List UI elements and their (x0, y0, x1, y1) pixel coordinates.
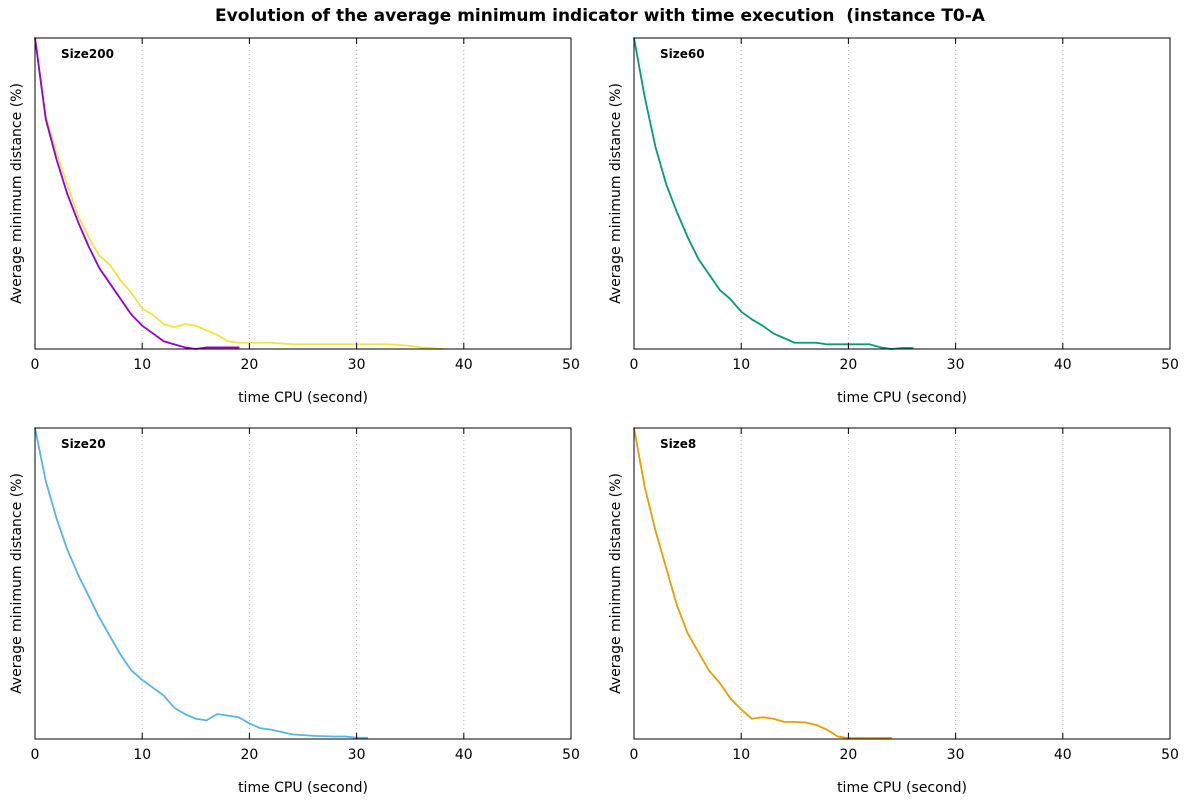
series-line-0 (34, 427, 369, 739)
x-tick-label: 30 (348, 747, 366, 763)
panel-label: Size8 (660, 437, 696, 451)
x-tick-label: 20 (839, 747, 857, 763)
plot-frame (633, 427, 1171, 740)
x-tick-label: 30 (348, 357, 366, 373)
plot-frame (34, 37, 572, 350)
chart-panel-3: 0 10 20 30 40 50 time CPU (second) Average mini… (608, 427, 1179, 796)
x-tick-label: 50 (562, 747, 580, 763)
x-tick-label: 30 (947, 357, 965, 373)
figure-title: Evolution of the average minimum indicat… (215, 6, 985, 26)
plot-frame (633, 37, 1171, 350)
series-line-1 (34, 37, 240, 350)
x-tick-label: 40 (455, 357, 473, 373)
plot-frame (34, 427, 572, 740)
panel-label: Size200 (61, 47, 114, 61)
chart-panel-1: 0 10 20 30 40 50 time CPU (second) Average mini… (608, 37, 1179, 406)
x-tick-label: 0 (31, 747, 40, 763)
y-axis-label: Average minimum distance (%) (608, 83, 624, 304)
x-tick-label: 50 (1161, 357, 1179, 373)
x-axis-label: time CPU (second) (238, 390, 368, 406)
x-tick-label: 0 (31, 357, 40, 373)
x-axis-label: time CPU (second) (238, 780, 368, 796)
series-line-0 (633, 37, 914, 350)
x-tick-label: 40 (1054, 747, 1072, 763)
x-tick-label: 10 (133, 357, 151, 373)
x-tick-label: 10 (732, 747, 750, 763)
x-tick-label: 40 (455, 747, 473, 763)
series-line-0 (34, 37, 444, 350)
x-tick-label: 20 (240, 357, 258, 373)
panel-label: Size60 (660, 47, 705, 61)
chart-panel-0: 0 10 20 30 40 50 time CPU (second) Average mini… (9, 37, 580, 406)
x-axis-label: time CPU (second) (837, 780, 967, 796)
x-tick-label: 10 (133, 747, 151, 763)
x-tick-label: 20 (240, 747, 258, 763)
x-tick-label: 0 (630, 747, 639, 763)
panel-label: Size20 (61, 437, 106, 451)
x-axis-label: time CPU (second) (837, 390, 967, 406)
x-tick-label: 0 (630, 357, 639, 373)
x-tick-label: 30 (947, 747, 965, 763)
x-tick-label: 40 (1054, 357, 1072, 373)
chart-panel-2: 0 10 20 30 40 50 time CPU (second) Average mini… (9, 427, 580, 796)
y-axis-label: Average minimum distance (%) (608, 473, 624, 694)
x-tick-label: 50 (562, 357, 580, 373)
y-axis-label: Average minimum distance (%) (9, 83, 25, 304)
x-tick-label: 20 (839, 357, 857, 373)
y-axis-label: Average minimum distance (%) (9, 473, 25, 694)
x-tick-label: 50 (1161, 747, 1179, 763)
x-tick-label: 10 (732, 357, 750, 373)
series-line-0 (633, 427, 893, 739)
